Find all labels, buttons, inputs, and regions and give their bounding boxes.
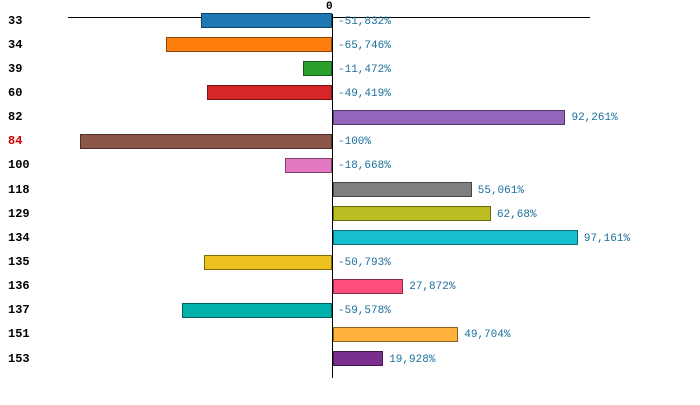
- bar: [333, 326, 459, 342]
- category-label: 135: [8, 255, 30, 269]
- value-label: 92,261%: [571, 112, 618, 125]
- category-label: 82: [8, 110, 23, 125]
- bar: [303, 61, 332, 77]
- bar: [166, 37, 332, 53]
- category-label: 34: [8, 37, 23, 52]
- zero-axis-line: [332, 14, 333, 378]
- value-label: 19,928%: [389, 353, 436, 366]
- zero-axis-label: 0: [326, 1, 333, 13]
- value-label: -11,472%: [338, 63, 391, 76]
- value-label: 62,68%: [496, 208, 537, 221]
- category-label: 129: [8, 206, 30, 221]
- category-label: 33: [8, 13, 23, 28]
- category-label: 118: [8, 182, 30, 197]
- category-label: 153: [8, 351, 30, 366]
- category-label: 136: [8, 279, 30, 294]
- bar: [333, 109, 566, 125]
- bar: [204, 254, 332, 270]
- value-label: -51,832%: [338, 15, 391, 28]
- bar: [284, 157, 332, 173]
- value-label: 49,704%: [464, 329, 511, 342]
- bar: [333, 206, 491, 222]
- category-label: 151: [8, 327, 30, 342]
- category-label: 39: [8, 61, 23, 76]
- value-label: -59,578%: [338, 305, 391, 318]
- value-label: 27,872%: [409, 281, 456, 294]
- bar: [181, 302, 332, 318]
- value-label: 55,061%: [477, 184, 524, 197]
- value-label: 97,161%: [583, 232, 631, 245]
- bar: [80, 133, 332, 149]
- bar: [333, 182, 472, 198]
- category-label: 100: [8, 158, 30, 173]
- bar: [333, 278, 404, 294]
- bar: [207, 85, 332, 101]
- bar: [201, 13, 332, 28]
- value-label: -50,793%: [338, 257, 391, 269]
- bar: [333, 351, 384, 367]
- bar: [333, 230, 578, 246]
- category-label: 60: [8, 85, 23, 100]
- category-label: 137: [8, 303, 30, 318]
- value-label: -49,419%: [338, 87, 391, 100]
- category-label: 134: [8, 230, 30, 245]
- category-label: 84: [8, 134, 23, 149]
- value-label: -100%: [338, 136, 372, 149]
- value-label: -18,668%: [338, 160, 391, 173]
- value-label: -65,746%: [338, 39, 391, 52]
